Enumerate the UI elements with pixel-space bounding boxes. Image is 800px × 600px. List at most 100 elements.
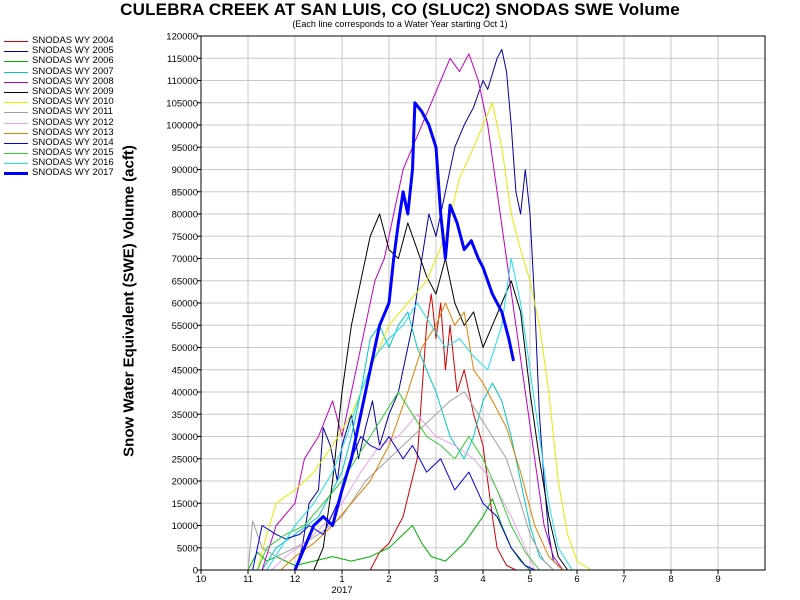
y-tick-label: 100000 — [166, 121, 198, 132]
x-tick-label: 3 — [433, 574, 438, 585]
x-tick-label: 5 — [527, 574, 532, 585]
y-tick-label: 60000 — [172, 299, 198, 310]
x-tick-label: 9 — [715, 574, 720, 585]
series-line-wy2016 — [266, 258, 573, 571]
legend-item: SNODAS WY 2006 — [4, 56, 154, 66]
x-tick-label: 4 — [480, 574, 485, 585]
x-tick-label: 7 — [621, 574, 626, 585]
legend-swatch — [4, 71, 28, 73]
y-tick-label: 15000 — [172, 499, 198, 510]
legend-label: SNODAS WY 2010 — [32, 96, 114, 108]
x-tick-label: 2 — [386, 574, 391, 585]
legend-item: SNODAS WY 2007 — [4, 65, 154, 77]
legend-label: SNODAS WY 2016 — [32, 157, 114, 169]
legend-swatch — [4, 153, 28, 155]
legend-label: SNODAS WY 2012 — [32, 116, 114, 128]
legend-item: SNODAS WY 2010 — [4, 97, 154, 107]
chart-subtitle: (Each line corresponds to a Water Year s… — [292, 19, 508, 29]
y-tick-label: 0 — [193, 566, 198, 577]
legend-label: SNODAS WY 2017 — [32, 167, 114, 179]
legend-item: SNODAS WY 2011 — [4, 107, 154, 117]
series-line-wy2007 — [261, 311, 554, 571]
legend-item: SNODAS WY 2013 — [4, 126, 154, 138]
legend-swatch — [4, 132, 28, 134]
series-line-wy2009 — [313, 213, 569, 571]
y-tick-label: 85000 — [172, 187, 198, 198]
series-line-wy2013 — [280, 302, 564, 571]
y-tick-label: 110000 — [167, 76, 198, 87]
legend-item: SNODAS WY 2009 — [4, 85, 154, 97]
legend-swatch — [4, 172, 28, 176]
series-line-wy2014 — [252, 436, 535, 571]
y-axis-label: Snow Water Equivalent (SWE) Volume (acft… — [120, 145, 138, 457]
legend-swatch — [4, 102, 28, 104]
y-tick-label: 55000 — [172, 321, 198, 332]
x-tick-label: 6 — [574, 574, 579, 585]
legend-label: SNODAS WY 2007 — [32, 65, 114, 77]
legend-swatch — [4, 112, 28, 114]
x-tick-label: 12 — [290, 574, 301, 585]
x-tick-label: 11 — [243, 574, 253, 585]
legend-item: SNODAS WY 2014 — [4, 136, 154, 148]
legend-label: SNODAS WY 2004 — [32, 35, 114, 46]
legend-item: SNODAS WY 2016 — [4, 158, 154, 168]
series-line-wy2008 — [261, 53, 564, 571]
y-tick-label: 45000 — [172, 365, 198, 376]
y-tick-label: 5000 — [177, 543, 198, 554]
legend-label: SNODAS WY 2005 — [32, 45, 114, 57]
legend-swatch — [4, 163, 28, 165]
legend-label: SNODAS WY 2014 — [32, 136, 114, 148]
legend-label: SNODAS WY 2015 — [32, 147, 114, 159]
legend-swatch — [4, 61, 28, 63]
chart-title: CULEBRA CREEK AT SAN LUIS, CO (SLUC2) SN… — [120, 0, 680, 19]
x-year-label: 2017 — [331, 585, 352, 596]
y-tick-label: 40000 — [172, 388, 198, 399]
legend-label: SNODAS WY 2006 — [32, 55, 114, 67]
y-tick-label: 75000 — [172, 232, 198, 243]
legend-item: SNODAS WY 2008 — [4, 75, 154, 87]
series-line-wy2012 — [271, 413, 536, 571]
y-tick-label: 10000 — [172, 521, 198, 532]
legend-swatch — [4, 41, 28, 42]
y-tick-label: 25000 — [172, 454, 198, 465]
y-tick-label: 115000 — [167, 54, 198, 65]
legend-swatch — [4, 91, 28, 93]
x-tick-label: 10 — [196, 574, 207, 585]
legend-label: SNODAS WY 2008 — [32, 75, 114, 87]
series-line-wy2017 — [293, 101, 515, 571]
series-line-wy2004 — [369, 293, 517, 571]
y-tick-label: 65000 — [172, 276, 198, 287]
legend-label: SNODAS WY 2009 — [32, 85, 114, 97]
legend-label: SNODAS WY 2013 — [32, 126, 114, 138]
legend-swatch — [4, 51, 28, 53]
legend: SNODAS WY 2004 SNODAS WY 2005 SNODAS WY 20… — [4, 36, 154, 179]
series-line-wy2011 — [247, 391, 554, 571]
y-tick-label: 35000 — [172, 410, 198, 421]
legend-item: SNODAS WY 2004 — [4, 36, 154, 46]
y-tick-label: 105000 — [166, 98, 198, 109]
y-tick-label: 95000 — [172, 143, 198, 154]
legend-swatch — [4, 142, 28, 144]
y-tick-label: 70000 — [172, 254, 198, 265]
y-tick-label: 50000 — [172, 343, 198, 354]
legend-label: SNODAS WY 2011 — [32, 106, 113, 118]
legend-item: SNODAS WY 2015 — [4, 148, 154, 158]
y-tick-label: 80000 — [172, 210, 198, 221]
x-tick-label: 1 — [339, 574, 344, 585]
series-line-wy2006 — [247, 498, 531, 571]
y-tick-label: 20000 — [172, 477, 198, 488]
series-line-wy2005 — [294, 48, 564, 571]
y-tick-label: 120000 — [166, 32, 198, 43]
legend-swatch — [4, 81, 28, 83]
x-tick-label: 8 — [668, 574, 673, 585]
series-line-wy2015 — [256, 391, 540, 571]
y-tick-label: 30000 — [172, 432, 198, 443]
legend-item: SNODAS WY 2012 — [4, 116, 154, 128]
legend-swatch — [4, 122, 28, 124]
series-line-wy2010 — [256, 102, 592, 571]
plot-border — [200, 35, 766, 571]
legend-item: SNODAS WY 2005 — [4, 46, 154, 56]
legend-item: SNODAS WY 2017 — [4, 168, 154, 178]
y-tick-label: 90000 — [172, 165, 198, 176]
